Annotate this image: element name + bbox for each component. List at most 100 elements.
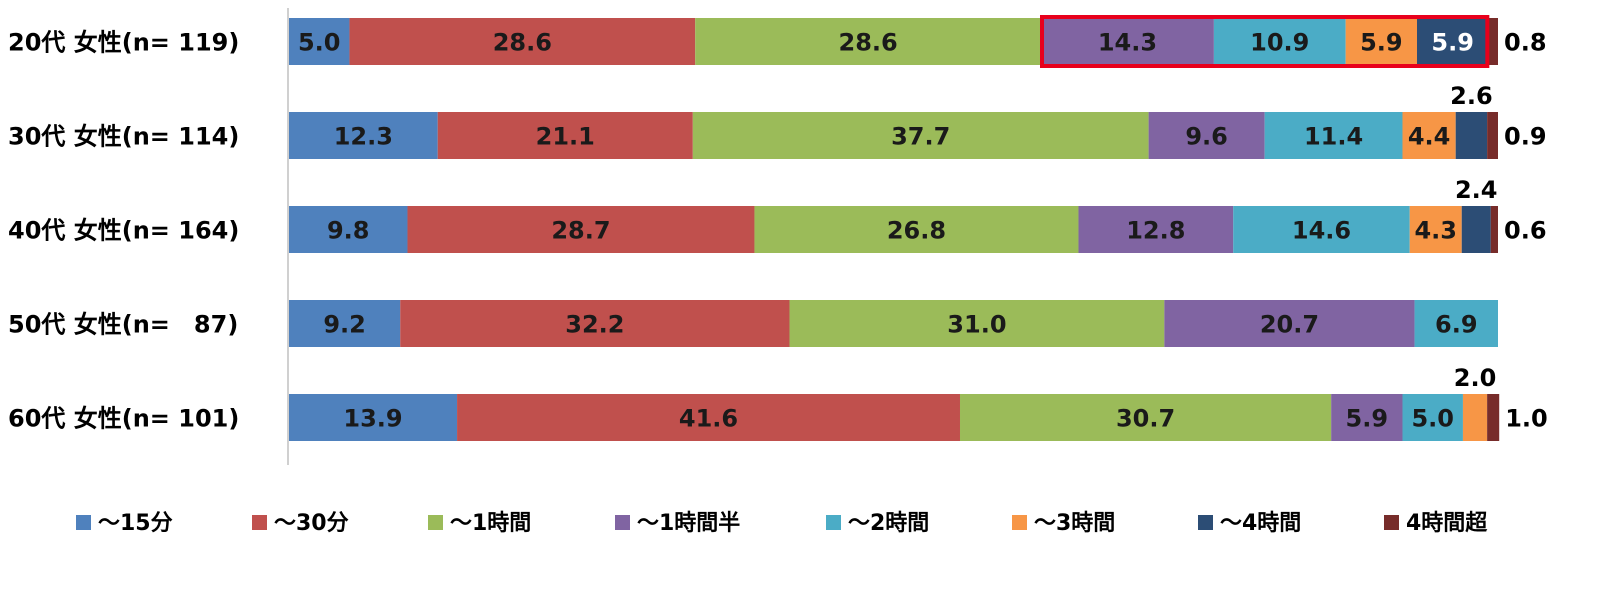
bar-segment [1402, 394, 1463, 441]
data-label: 5.9 [1431, 29, 1474, 57]
data-label-above: 2.6 [1450, 82, 1493, 110]
bar-segment [289, 300, 401, 347]
data-label: 10.9 [1250, 29, 1309, 57]
bar-segment [289, 394, 458, 441]
bar-segment [400, 300, 790, 347]
bar-segment [754, 206, 1079, 253]
bar-segment [1487, 394, 1500, 441]
bar-segment [457, 394, 960, 441]
data-label-outside: 0.9 [1504, 123, 1547, 151]
data-label: 5.9 [1346, 405, 1389, 433]
bar-row: 40代 女性(n= 164) 9.8 28.7 26.8 12.8 14.6 4.3 2.40… [8, 176, 1547, 253]
data-label-outside: 1.0 [1505, 405, 1548, 433]
legend-item: ～1時間 [428, 511, 531, 536]
data-label: 41.6 [679, 405, 738, 433]
bar-segment [1490, 206, 1498, 253]
legend-label: 4時間超 [1406, 511, 1488, 536]
legend-label: ～1時間半 [637, 511, 740, 536]
data-label: 4.4 [1408, 123, 1451, 151]
bar-segment [289, 112, 438, 159]
data-label: 28.6 [493, 29, 552, 57]
highlight-box [1040, 15, 1490, 68]
bar-row: 30代 女性(n= 114) 12.3 21.1 37.7 9.6 11.4 4.4 2.6 0… [8, 82, 1547, 159]
legend-label: ～30分 [274, 511, 349, 536]
legend-swatch [615, 515, 630, 530]
legend-item: ～3時間 [1012, 511, 1115, 536]
data-label: 9.6 [1185, 123, 1228, 151]
bar-segment [1345, 18, 1417, 65]
bar-segment [1409, 206, 1462, 253]
bar-segment [1213, 18, 1346, 65]
bar-segment [1041, 18, 1214, 65]
data-label-outside: 0.6 [1504, 217, 1547, 245]
data-label: 30.7 [1116, 405, 1175, 433]
bar-row: 60代 女性(n= 101) 13.9 41.6 30.7 5.9 5.02.0 1.0 [8, 364, 1548, 441]
data-label-above: 2.0 [1454, 364, 1497, 392]
bar-segment [289, 206, 408, 253]
data-label: 6.9 [1435, 311, 1478, 339]
legend-item: 4時間超 [1384, 511, 1488, 536]
legend-swatch [252, 515, 267, 530]
category-label: 40代 女性(n= 164) [8, 217, 239, 245]
legend-swatch [428, 515, 443, 530]
bar-segment [960, 394, 1332, 441]
bar-segment [1264, 112, 1403, 159]
legend-swatch [1012, 515, 1027, 530]
chart-legend: ～15分 ～30分 ～1時間 ～1時間半 ～2時間 ～3時間 ～4時間 4時間超 [76, 511, 1488, 536]
legend-item: ～2時間 [826, 511, 929, 536]
bar-segment [289, 18, 350, 65]
data-label: 14.3 [1098, 29, 1157, 57]
data-label: 5.0 [1411, 405, 1454, 433]
bar-segment [1455, 112, 1488, 159]
data-label: 12.8 [1126, 217, 1185, 245]
bar-segment [1461, 206, 1491, 253]
legend-label: ～3時間 [1034, 511, 1115, 536]
bar-segment [437, 112, 693, 159]
legend-item: ～30分 [252, 511, 349, 536]
data-label: 5.9 [1360, 29, 1403, 57]
data-label: 28.6 [839, 29, 898, 57]
data-label: 14.6 [1292, 217, 1351, 245]
bar-segment [1331, 394, 1403, 441]
bar-segment [1233, 206, 1410, 253]
legend-label: ～4時間 [1220, 511, 1301, 536]
legend-label: ～15分 [98, 511, 173, 536]
category-label: 50代 女性(n= 87) [8, 311, 238, 339]
category-label: 30代 女性(n= 114) [8, 123, 239, 151]
data-label: 37.7 [891, 123, 950, 151]
bar-segment [1148, 112, 1265, 159]
bar-segment [407, 206, 755, 253]
category-label: 20代 女性(n= 119) [8, 29, 239, 57]
category-label: 60代 女性(n= 101) [8, 405, 239, 433]
legend-label: ～2時間 [848, 511, 929, 536]
legend-swatch [1384, 515, 1399, 530]
data-label: 9.8 [327, 217, 370, 245]
bar-segment [1487, 112, 1498, 159]
bar-row: 20代 女性(n= 119) 5.0 28.6 28.6 14.3 10.9 5.9 5.9 0… [8, 18, 1547, 65]
data-label-above: 2.4 [1455, 176, 1498, 204]
data-label: 4.3 [1414, 217, 1457, 245]
legend-swatch [826, 515, 841, 530]
bar-segment [789, 300, 1165, 347]
data-label: 20.7 [1260, 311, 1319, 339]
data-label: 21.1 [536, 123, 595, 151]
legend-swatch [1198, 515, 1213, 530]
legend-label: ～1時間 [450, 511, 531, 536]
bar-segment [1414, 300, 1498, 347]
data-label: 32.2 [565, 311, 624, 339]
data-label: 5.0 [298, 29, 341, 57]
bar-segment [1488, 18, 1498, 65]
data-label: 26.8 [887, 217, 946, 245]
bar-segment [349, 18, 696, 65]
bar-segment [695, 18, 1041, 65]
chart-rows: 20代 女性(n= 119) 5.0 28.6 28.6 14.3 10.9 5.9 5.9 0… [8, 15, 1548, 441]
legend-item: ～4時間 [1198, 511, 1301, 536]
bar-row: 50代 女性(n= 87) 9.2 32.2 31.0 20.7 6.9 [8, 300, 1498, 347]
bar-segment [692, 112, 1149, 159]
data-label: 31.0 [947, 311, 1006, 339]
bar-segment [1078, 206, 1234, 253]
data-label: 13.9 [343, 405, 402, 433]
legend-item: ～1時間半 [615, 511, 740, 536]
bar-segment [1462, 394, 1488, 441]
